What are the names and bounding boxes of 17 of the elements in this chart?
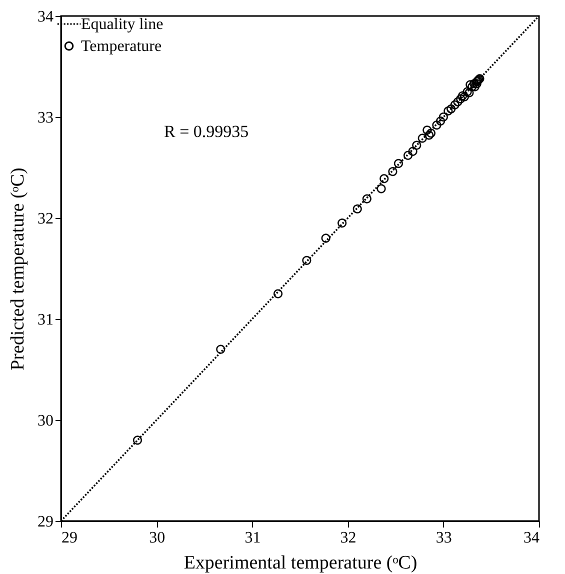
x-tick-label: 30 — [149, 530, 166, 546]
x-axis-title: Experimental temperature (ᵒC) — [184, 552, 418, 574]
y-tick-label: 30 — [38, 412, 54, 430]
legend-label: Equality line — [81, 16, 164, 33]
y-tick-label: 34 — [38, 8, 54, 26]
annotation: R = 0.99935 — [164, 122, 249, 141]
x-tick-label: 29 — [62, 530, 78, 546]
x-tick-label: 31 — [244, 530, 261, 546]
y-tick-label: 31 — [38, 312, 54, 328]
legend-label: Temperature — [81, 38, 162, 55]
x-tick-label: 32 — [340, 530, 356, 546]
y-tick-label: 33 — [38, 110, 54, 126]
x-tick-label: 34 — [524, 530, 540, 546]
y-tick-label: 29 — [38, 514, 54, 530]
x-tick-label: 33 — [436, 530, 452, 546]
y-tick-label: 32 — [38, 210, 54, 228]
y-axis-title: Predicted temperature (ᵒC) — [8, 168, 28, 370]
